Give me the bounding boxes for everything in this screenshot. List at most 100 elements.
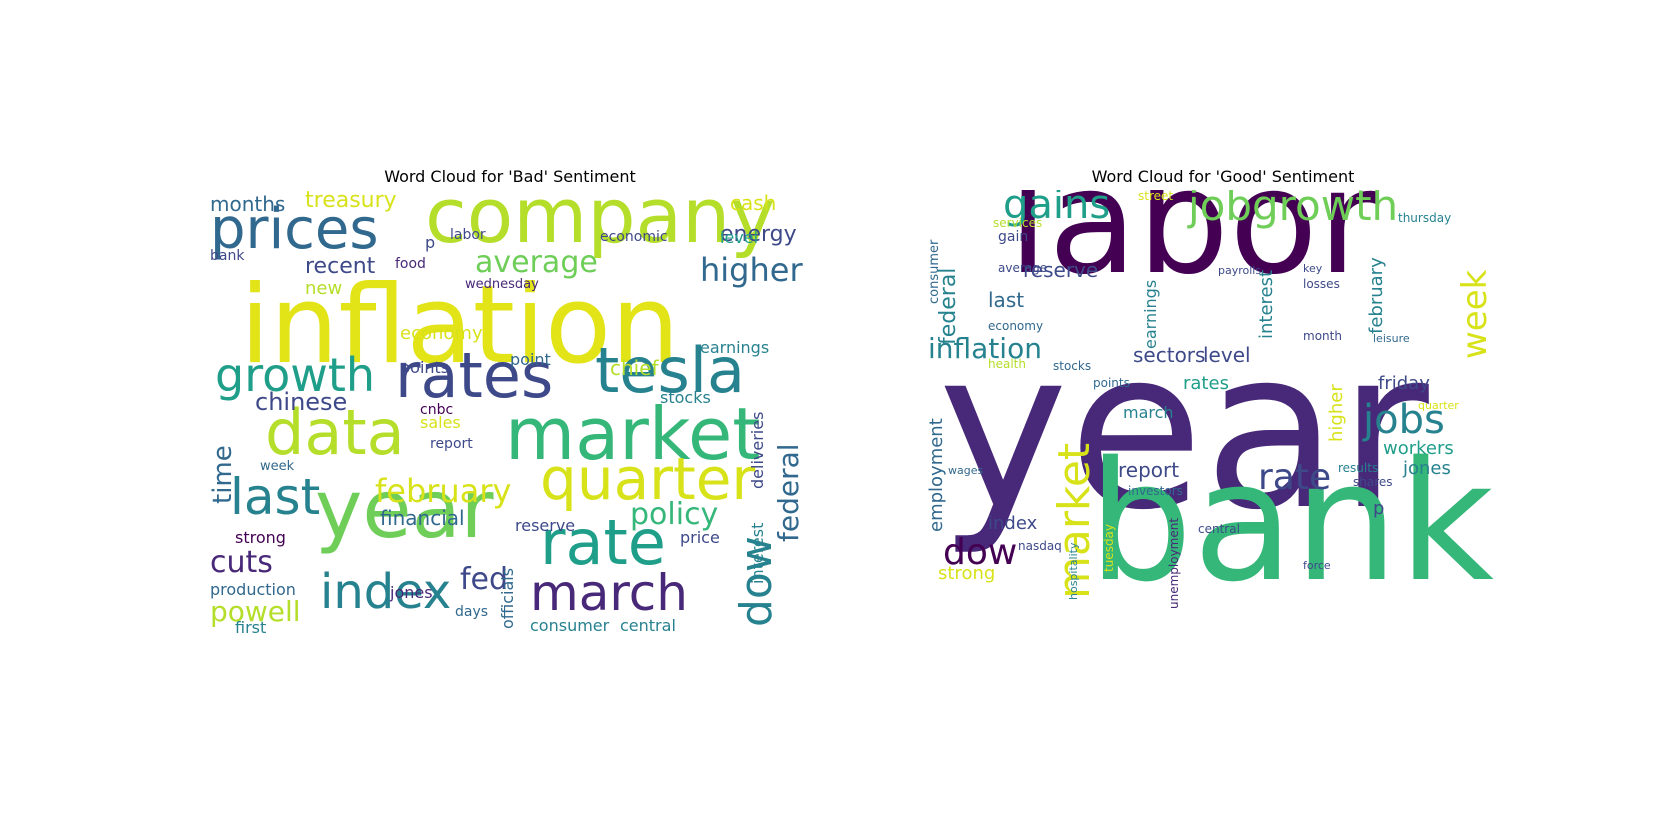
word-inflation: inflation xyxy=(240,263,680,388)
word-points: points xyxy=(400,358,450,377)
word-thursday: thursday xyxy=(1398,211,1452,225)
word-friday: friday xyxy=(1378,373,1430,394)
word-average: average xyxy=(475,245,598,280)
word-policy: policy xyxy=(630,497,719,532)
word-economy: economy xyxy=(988,319,1044,333)
word-interest: interest xyxy=(1256,270,1277,340)
word-year: year xyxy=(938,302,1429,558)
word-quarter: quarter xyxy=(1418,399,1459,412)
word-key: key xyxy=(1303,262,1323,275)
word-growth: growth xyxy=(215,348,376,402)
word-chinese: chinese xyxy=(255,388,348,416)
word-level: level xyxy=(1203,343,1251,367)
word-wednesday: wednesday xyxy=(465,277,539,292)
word-last: last xyxy=(230,468,321,526)
word-tesla: tesla xyxy=(595,334,745,407)
word-cuts: cuts xyxy=(210,545,273,580)
word-hospitality: hospitality xyxy=(1067,542,1080,601)
word-reserve: reserve xyxy=(1023,258,1099,282)
word-chief: chief xyxy=(610,356,659,380)
word-p: p xyxy=(425,233,436,252)
word-financial: financial xyxy=(380,506,465,530)
word-average: average xyxy=(998,261,1048,275)
word-street: street xyxy=(1138,190,1174,203)
word-prices: prices xyxy=(210,197,379,262)
word-central: central xyxy=(620,616,676,635)
word-labor: labor xyxy=(1008,190,1378,307)
word-gain: gain xyxy=(998,229,1029,245)
word-quarter: quarter xyxy=(540,445,756,513)
word-production: production xyxy=(210,580,296,599)
word-inflation: inflation xyxy=(928,332,1042,365)
word-reserve: reserve xyxy=(515,516,576,535)
word-fed: fed xyxy=(460,562,509,597)
word-shares: shares xyxy=(1353,475,1393,489)
word-tuesday: tuesday xyxy=(1102,524,1116,573)
word-month: month xyxy=(1303,329,1342,343)
word-food: food xyxy=(395,256,426,272)
word-labor: labor xyxy=(450,227,486,243)
word-consumer: consumer xyxy=(928,240,942,305)
word-powell: powell xyxy=(210,595,301,628)
word-investors: investors xyxy=(1128,484,1183,498)
word-cloud-bad: inflation company year market rates quarter ra… xyxy=(210,190,810,635)
word-days: days xyxy=(455,604,489,620)
word-jones: jones xyxy=(1403,458,1451,479)
word-employment: employment xyxy=(928,417,947,532)
chart-title-good: Word Cloud for 'Good' Sentiment xyxy=(1091,167,1355,186)
word-march: march xyxy=(1123,403,1174,422)
word-nasdaq: nasdaq xyxy=(1018,539,1062,553)
word-results: results xyxy=(1338,461,1379,475)
word-earnings: earnings xyxy=(1141,280,1160,350)
chart-title-bad: Word Cloud for 'Bad' Sentiment xyxy=(384,167,636,186)
word-year: year xyxy=(315,463,494,556)
word-unemployment: unemployment xyxy=(1167,518,1181,610)
word-strong: strong xyxy=(235,528,286,547)
word-payrolls: payrolls xyxy=(1218,264,1262,277)
word-interest: interest xyxy=(748,522,767,585)
word-earnings: earnings xyxy=(700,338,770,357)
word-jobs: jobs xyxy=(1363,397,1445,443)
word-deliveries: deliveries xyxy=(748,411,767,490)
word-gains: gains xyxy=(1003,190,1111,228)
word-last: last xyxy=(988,288,1025,312)
word-week: week xyxy=(1455,269,1495,360)
word-time: time xyxy=(210,445,238,505)
word-market: market xyxy=(505,392,761,476)
word-services: services xyxy=(993,216,1043,230)
word-cash: cash xyxy=(730,191,777,215)
word-cloud-good: labor year bank market jobgrowth jobs gains dow… xyxy=(928,190,1518,635)
word-rate: rate xyxy=(1258,457,1332,498)
word-jobgrowth: jobgrowth xyxy=(1188,190,1399,230)
word-economic: economic xyxy=(600,229,668,245)
word-workers: workers xyxy=(1383,438,1454,459)
word-bank: bank xyxy=(210,248,245,264)
word-february: february xyxy=(1366,257,1387,335)
word-stocks: stocks xyxy=(660,388,711,407)
word-strong: strong xyxy=(938,563,996,584)
word-energy: energy xyxy=(720,222,797,247)
word-bank: bank xyxy=(1088,426,1494,618)
word-force: force xyxy=(1303,559,1331,572)
word-first: first xyxy=(235,618,267,636)
word-company: company xyxy=(425,190,776,260)
word-report: report xyxy=(430,436,473,452)
word-index: index xyxy=(320,564,452,620)
word-dow: dow xyxy=(943,532,1018,573)
word-new: new xyxy=(305,278,343,299)
word-wages: wages xyxy=(948,464,984,477)
word-rates: rates xyxy=(1183,373,1229,394)
word-recent: recent xyxy=(305,254,376,279)
word-point: point xyxy=(510,350,551,369)
word-report: report xyxy=(1118,458,1180,482)
word-sales: sales xyxy=(420,413,461,432)
word-losses: losses xyxy=(1303,277,1340,291)
word-rates: rates xyxy=(395,339,554,412)
word-months: months xyxy=(210,192,286,216)
word-health: health xyxy=(988,357,1026,371)
word-leisure: leisure xyxy=(1373,332,1410,345)
word-week: week xyxy=(260,459,295,474)
word-cnbc: cnbc xyxy=(420,402,454,418)
word-consumer: consumer xyxy=(530,616,610,635)
word-economy: economy xyxy=(400,323,483,344)
